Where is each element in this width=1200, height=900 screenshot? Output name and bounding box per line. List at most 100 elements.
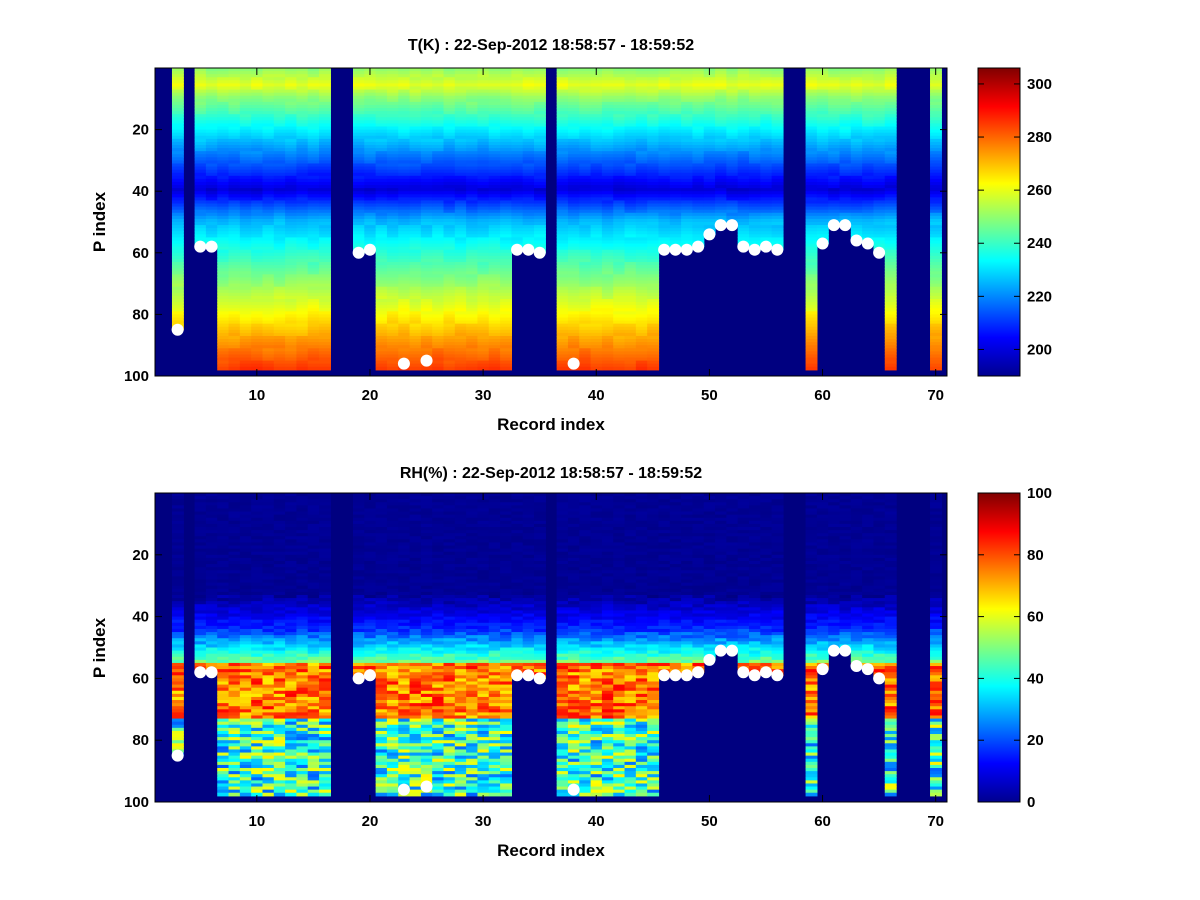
heatmap-cell [420,178,433,183]
heatmap-cell [466,243,479,248]
heatmap-cell [613,265,626,269]
heatmap-cell [601,339,614,343]
heatmap-cell [409,237,422,242]
heatmap-cell [171,314,184,319]
heatmap-cell [171,274,184,279]
heatmap-cell [556,357,569,362]
heatmap-cell [454,200,467,205]
heatmap-cell [488,234,501,238]
heatmap-cell [850,218,863,223]
heatmap-cell [364,123,377,128]
heatmap-cell [771,123,784,128]
heatmap-cell [420,114,433,118]
heatmap-cell [771,203,784,208]
heatmap-cell [737,218,750,223]
heatmap-cell [590,132,603,137]
heatmap-cell [828,148,841,152]
heatmap-cell [466,98,479,103]
heatmap-cell [647,274,660,279]
heatmap-cell [590,114,603,118]
heatmap-cell [409,108,422,112]
heatmap-cell [217,243,230,248]
heatmap-cell [658,185,671,189]
heatmap-cell [443,249,456,254]
heatmap-cell [432,151,445,155]
heatmap-cell [488,329,501,334]
heatmap-cell [477,141,490,146]
heatmap-cell [862,89,875,94]
heatmap-cell [375,258,388,263]
heatmap-cell [488,268,501,272]
heatmap-cell [228,292,241,297]
heatmap-cell [579,209,592,214]
heatmap-cell [251,206,264,211]
heatmap-cell [873,83,886,88]
heatmap-cell [239,191,252,195]
heatmap-cell [534,68,546,72]
heatmap-cell [500,92,512,97]
heatmap-cell [488,89,501,94]
heatmap-cell [613,237,626,242]
heatmap-cell [217,126,230,131]
heatmap-cell [692,194,705,198]
heatmap-cell [171,496,184,500]
heatmap-cell [398,178,411,183]
heatmap-cell [420,123,433,128]
heatmap-cell [590,228,603,232]
heatmap-cell [681,126,694,131]
heatmap-cell [930,246,942,251]
heatmap-cell [805,172,818,177]
heatmap-cell [613,181,626,186]
heatmap-cell [262,305,275,309]
heatmap-cell [760,228,773,232]
heatmap-cell [590,92,603,97]
heatmap-cell [398,77,411,81]
heatmap-cell [477,145,490,149]
heatmap-cell [737,237,750,242]
heatmap-cell [477,255,490,260]
heatmap-cell [635,123,648,128]
heatmap-cell [386,323,399,328]
heatmap-cell [307,206,320,211]
heatmap-cell [828,160,841,165]
heatmap-column [771,68,784,251]
heatmap-cell [319,339,331,343]
heatmap-cell [703,222,716,226]
heatmap-cell [681,108,694,112]
heatmap-cell [692,191,705,195]
heatmap-cell [805,271,818,275]
heatmap-cell [488,252,501,257]
heatmap-cell [635,222,648,226]
heatmap-cell [386,280,399,285]
heatmap-cell [805,203,818,208]
heatmap-cell [500,104,512,109]
heatmap-cell [930,95,942,100]
heatmap-cell [194,203,207,208]
heatmap-cell [239,157,252,161]
heatmap-cell [466,329,479,334]
heatmap-cell [805,141,818,146]
heatmap-cell [873,209,886,214]
heatmap-cell [477,215,490,220]
heatmap-cell [228,89,241,94]
heatmap-cell [635,209,648,214]
heatmap-cell [398,111,411,115]
heatmap-cell [205,108,218,112]
heatmap-cell [749,92,761,97]
heatmap-cell [613,74,626,78]
heatmap-cell [692,154,705,158]
heatmap-cell [601,181,614,186]
heatmap-cell [466,280,479,285]
heatmap-cell [930,317,942,322]
heatmap-cell [805,98,818,103]
heatmap-cell [862,141,875,146]
heatmap-cell [930,191,942,195]
heatmap-cell [285,222,298,226]
heatmap-cell [703,123,716,128]
heatmap-cell [556,289,569,294]
heatmap-cell [635,104,648,109]
heatmap-cell [239,228,252,232]
heatmap-cell [251,255,264,260]
heatmap-cell [862,209,875,214]
heatmap-cell [567,194,580,198]
